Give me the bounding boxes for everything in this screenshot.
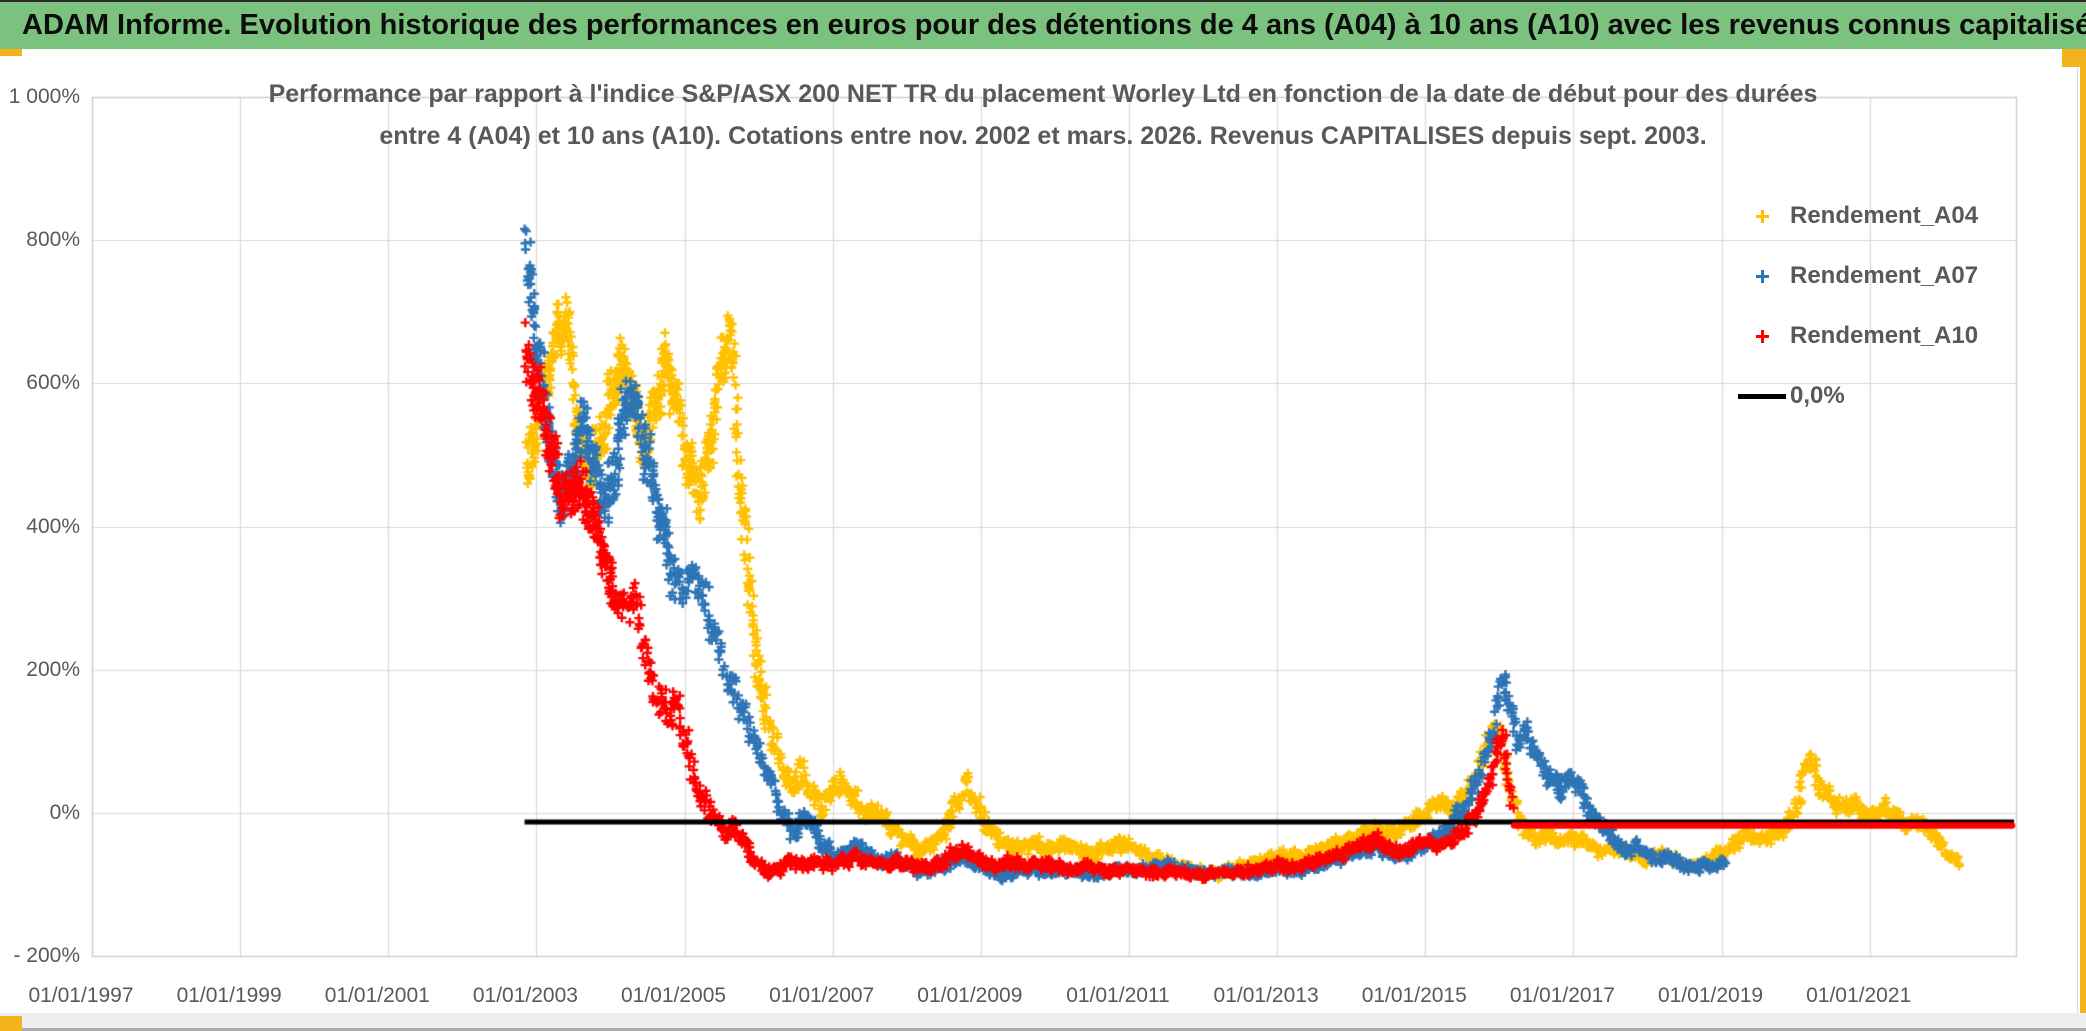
x-tick-label: 01/01/2017 <box>1509 984 1615 1007</box>
plus-marker-icon <box>1756 210 1769 223</box>
x-tick-label: 01/01/2003 <box>472 984 578 1007</box>
legend-label: Rendement_A10 <box>1790 322 1979 349</box>
x-tick-label: 01/01/2007 <box>769 984 875 1007</box>
legend-item-rendement-a10[interactable]: Rendement_A10 <box>1730 306 2070 366</box>
plus-marker-icon <box>1756 270 1769 283</box>
x-tick-label: 01/01/2005 <box>620 984 727 1007</box>
legend-label: Rendement_A07 <box>1790 262 1979 289</box>
selection-handle-top-left[interactable] <box>0 49 22 56</box>
y-tick-label: 0% <box>49 801 80 824</box>
plus-marker-icon <box>1756 330 1769 343</box>
y-tick-label: 1 000% <box>8 84 80 108</box>
chart-legend[interactable]: Rendement_A04 Rendement_A07 Rendement_A1… <box>1730 186 2070 426</box>
legend-label: Rendement_A04 <box>1790 202 1979 229</box>
x-tick-label: 01/01/2021 <box>1806 984 1912 1007</box>
legend-label: 0,0% <box>1790 382 1845 409</box>
legend-item-zero-line[interactable]: 0,0% <box>1730 366 2070 426</box>
legend-item-rendement-a07[interactable]: Rendement_A07 <box>1730 246 2070 306</box>
y-tick-label: 800% <box>26 228 80 252</box>
chart-title-line1: Performance par rapport à l'indice S&P/A… <box>268 80 1818 108</box>
x-tick-label: 01/01/2009 <box>917 984 1023 1007</box>
legend-item-rendement-a04[interactable]: Rendement_A04 <box>1730 186 2070 246</box>
y-tick-label: - 200% <box>13 944 80 968</box>
selection-handle-bottom-left[interactable] <box>0 1016 22 1031</box>
y-tick-label: 600% <box>26 371 80 395</box>
x-tick-label: 01/01/2001 <box>324 984 430 1007</box>
x-tick-label: 01/01/1997 <box>28 984 134 1007</box>
x-tick-label: 01/01/2013 <box>1213 984 1319 1007</box>
y-tick-label: 400% <box>26 514 80 538</box>
x-tick-label: 01/01/2019 <box>1657 984 1764 1007</box>
y-tick-label: 200% <box>26 657 80 681</box>
chart-title-line2: entre 4 (A04) et 10 ans (A10). Cotations… <box>379 122 1707 150</box>
right-edge-accent <box>2080 49 2086 1013</box>
x-tick-label: 01/01/1999 <box>176 984 282 1007</box>
x-tick-label: 01/01/2015 <box>1361 984 1467 1007</box>
line-marker-icon <box>1738 394 1786 399</box>
bottom-scroll-strip[interactable] <box>0 1013 2086 1031</box>
x-tick-label: 01/01/2011 <box>1066 984 1170 1007</box>
